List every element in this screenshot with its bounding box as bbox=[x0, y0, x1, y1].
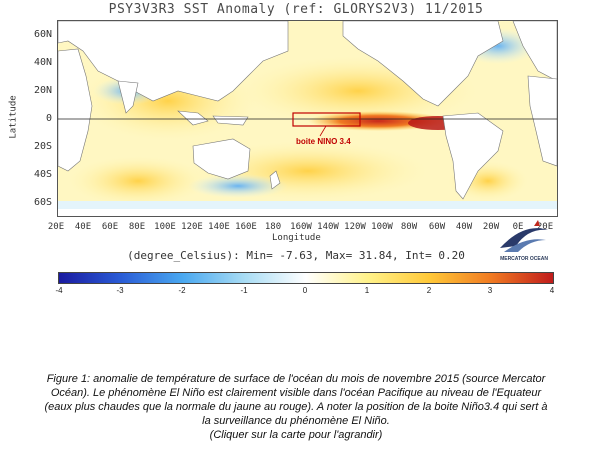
colorbar-tick: 0 bbox=[302, 286, 308, 295]
colorbar-tick: 2 bbox=[426, 286, 432, 295]
sst-anomaly-map[interactable] bbox=[57, 20, 558, 217]
x-tick: 80W bbox=[400, 222, 418, 232]
y-tick-60n: 60N bbox=[33, 29, 52, 40]
x-tick: 160W bbox=[290, 222, 312, 232]
x-tick: 40E bbox=[74, 222, 92, 232]
y-tick-60s: 60S bbox=[33, 197, 52, 208]
logo-text: MERCATOR OCEAN bbox=[500, 256, 548, 262]
map-graphic bbox=[58, 21, 557, 216]
colorbar-tick: -4 bbox=[55, 286, 63, 295]
map-title: PSY3V3R3 SST Anomaly (ref: GLORYS2V3) 11… bbox=[108, 2, 484, 17]
nino34-box bbox=[292, 112, 361, 127]
x-tick: 20E bbox=[47, 222, 65, 232]
x-tick: 80E bbox=[128, 222, 146, 232]
x-tick: 120W bbox=[344, 222, 366, 232]
colorbar bbox=[58, 272, 554, 284]
x-tick: 40W bbox=[455, 222, 473, 232]
colorbar-tick: -2 bbox=[178, 286, 186, 295]
x-tick: 140W bbox=[317, 222, 339, 232]
colorbar-tick: 1 bbox=[364, 286, 370, 295]
x-tick: 160E bbox=[235, 222, 257, 232]
colorbar-tick: -1 bbox=[240, 286, 248, 295]
colorbar-tick: 3 bbox=[487, 286, 493, 295]
caption-enlarge-hint[interactable]: (Cliquer sur la carte pour l'agrandir) bbox=[209, 429, 383, 441]
y-tick-20n: 20N bbox=[33, 85, 52, 96]
x-tick: 100W bbox=[371, 222, 393, 232]
caption-line: (eaux plus chaudes que la normale du jau… bbox=[44, 401, 548, 413]
y-tick-20s: 20S bbox=[33, 141, 52, 152]
x-tick: 60W bbox=[428, 222, 446, 232]
x-tick: 20W bbox=[482, 222, 500, 232]
y-tick-40n: 40N bbox=[33, 57, 52, 68]
caption-line: Océan). Le phénomène El Niño est clairem… bbox=[50, 387, 542, 399]
figure-caption: Figure 1: anomalie de température de sur… bbox=[2, 372, 590, 442]
mercator-ocean-logo bbox=[494, 218, 554, 260]
y-axis-label: Latitude bbox=[8, 95, 19, 139]
y-tick-40s: 40S bbox=[33, 169, 52, 180]
x-tick: 100E bbox=[154, 222, 176, 232]
colorbar-tick: 4 bbox=[549, 286, 555, 295]
caption-line: la surveillance du phénomène El Niño. bbox=[202, 415, 390, 427]
y-tick-0: 0 bbox=[45, 113, 52, 124]
caption-line: Figure 1: anomalie de température de sur… bbox=[46, 373, 546, 385]
x-tick: 120E bbox=[181, 222, 203, 232]
nino34-label: boite NINO 3.4 bbox=[296, 137, 351, 146]
x-tick: 140E bbox=[208, 222, 230, 232]
x-axis-label: Longitude bbox=[272, 233, 321, 243]
x-tick: 180 bbox=[264, 222, 282, 232]
colorbar-tick: -3 bbox=[116, 286, 124, 295]
x-tick: 20E bbox=[536, 222, 554, 232]
x-tick: 60E bbox=[101, 222, 119, 232]
x-tick: 0E bbox=[512, 222, 524, 232]
stats-line: (degree_Celsius): Min= -7.63, Max= 31.84… bbox=[127, 249, 465, 262]
